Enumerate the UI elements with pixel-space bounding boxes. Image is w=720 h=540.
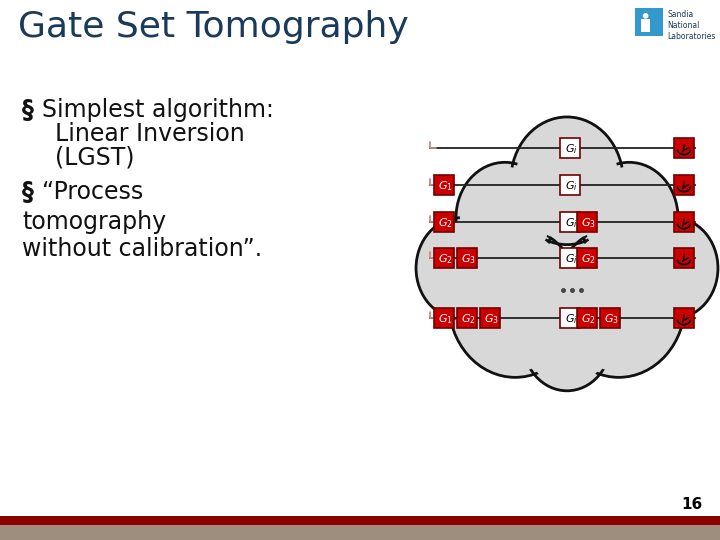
Text: $G_{i}$: $G_{i}$ <box>564 179 577 193</box>
Text: Gate Set Tomography: Gate Set Tomography <box>18 10 409 44</box>
Text: without calibration”.: without calibration”. <box>22 237 262 261</box>
Bar <box>577 212 597 232</box>
Text: “Process: “Process <box>42 180 143 204</box>
Text: Linear Inversion: Linear Inversion <box>55 122 245 146</box>
Bar <box>674 248 694 268</box>
Bar <box>560 308 580 328</box>
Text: $G_{i}$: $G_{i}$ <box>564 216 577 230</box>
Text: $G_{3}$: $G_{3}$ <box>484 312 498 326</box>
Bar <box>560 175 580 195</box>
Bar <box>600 308 620 328</box>
Bar <box>577 248 597 268</box>
Bar <box>0 525 720 540</box>
Bar <box>674 175 694 195</box>
Bar <box>434 308 454 328</box>
Bar <box>674 138 694 158</box>
Text: $G_{i}$: $G_{i}$ <box>564 312 577 326</box>
Text: $G_{1}$: $G_{1}$ <box>438 312 452 326</box>
Text: $G_{3}$: $G_{3}$ <box>461 252 475 266</box>
Text: (LGST): (LGST) <box>55 146 135 170</box>
Bar <box>560 212 580 232</box>
Text: §: § <box>22 98 34 122</box>
Text: Simplest algorithm:: Simplest algorithm: <box>42 98 274 122</box>
Bar <box>434 212 454 232</box>
Text: $G_{2}$: $G_{2}$ <box>580 252 595 266</box>
Bar <box>577 308 597 328</box>
Text: $G_{2}$: $G_{2}$ <box>580 312 595 326</box>
Bar <box>0 516 720 525</box>
Circle shape <box>643 13 649 19</box>
Bar <box>674 212 694 232</box>
Text: $G_{2}$: $G_{2}$ <box>438 252 452 266</box>
Text: tomography: tomography <box>22 210 166 234</box>
Bar <box>635 8 663 36</box>
Bar <box>560 248 580 268</box>
Text: §: § <box>22 180 34 204</box>
Text: $G_{3}$: $G_{3}$ <box>603 312 618 326</box>
Text: 16: 16 <box>682 497 703 512</box>
Text: $G_{i}$: $G_{i}$ <box>564 252 577 266</box>
Text: $G_{3}$: $G_{3}$ <box>580 216 595 230</box>
Text: $G_{2}$: $G_{2}$ <box>438 216 452 230</box>
Bar <box>641 19 650 32</box>
Bar <box>674 308 694 328</box>
Bar <box>434 248 454 268</box>
Text: $G_{2}$: $G_{2}$ <box>461 312 475 326</box>
Text: $G_{i}$: $G_{i}$ <box>564 142 577 156</box>
Bar <box>434 175 454 195</box>
Text: Sandia
National
Laboratories: Sandia National Laboratories <box>667 10 716 41</box>
Bar <box>457 308 477 328</box>
Bar <box>457 248 477 268</box>
Bar <box>560 138 580 158</box>
Text: $G_{1}$: $G_{1}$ <box>438 179 452 193</box>
Bar <box>480 308 500 328</box>
